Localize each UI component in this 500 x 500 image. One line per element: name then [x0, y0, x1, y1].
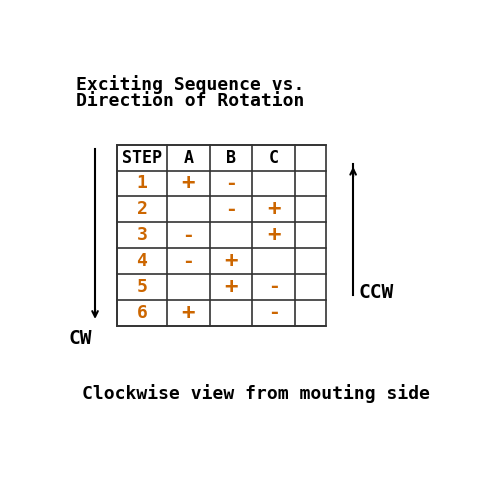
Text: +: +: [267, 200, 280, 220]
Text: CCW: CCW: [358, 284, 394, 302]
Text: -: -: [268, 278, 280, 296]
Text: C: C: [268, 148, 278, 166]
Text: -: -: [225, 174, 237, 193]
Text: CW: CW: [68, 330, 92, 348]
Text: B: B: [226, 148, 236, 166]
Text: -: -: [182, 252, 194, 270]
Text: -: -: [225, 200, 237, 219]
Text: Exciting Sequence vs.: Exciting Sequence vs.: [76, 76, 305, 94]
Text: -: -: [268, 303, 280, 322]
Text: +: +: [267, 225, 280, 245]
Text: 4: 4: [136, 252, 147, 270]
Text: 6: 6: [136, 304, 147, 322]
Text: Clockwise view from mouting side: Clockwise view from mouting side: [82, 384, 430, 402]
Text: -: -: [182, 226, 194, 244]
Text: STEP: STEP: [122, 148, 162, 166]
Text: A: A: [184, 148, 194, 166]
Text: 2: 2: [136, 200, 147, 218]
Bar: [117, 144, 326, 326]
Text: +: +: [224, 251, 238, 271]
Text: 3: 3: [136, 226, 147, 244]
Text: +: +: [182, 174, 195, 194]
Text: 1: 1: [136, 174, 147, 192]
Text: +: +: [182, 302, 195, 322]
Text: 5: 5: [136, 278, 147, 296]
Text: +: +: [224, 277, 238, 297]
Text: Direction of Rotation: Direction of Rotation: [76, 92, 305, 110]
